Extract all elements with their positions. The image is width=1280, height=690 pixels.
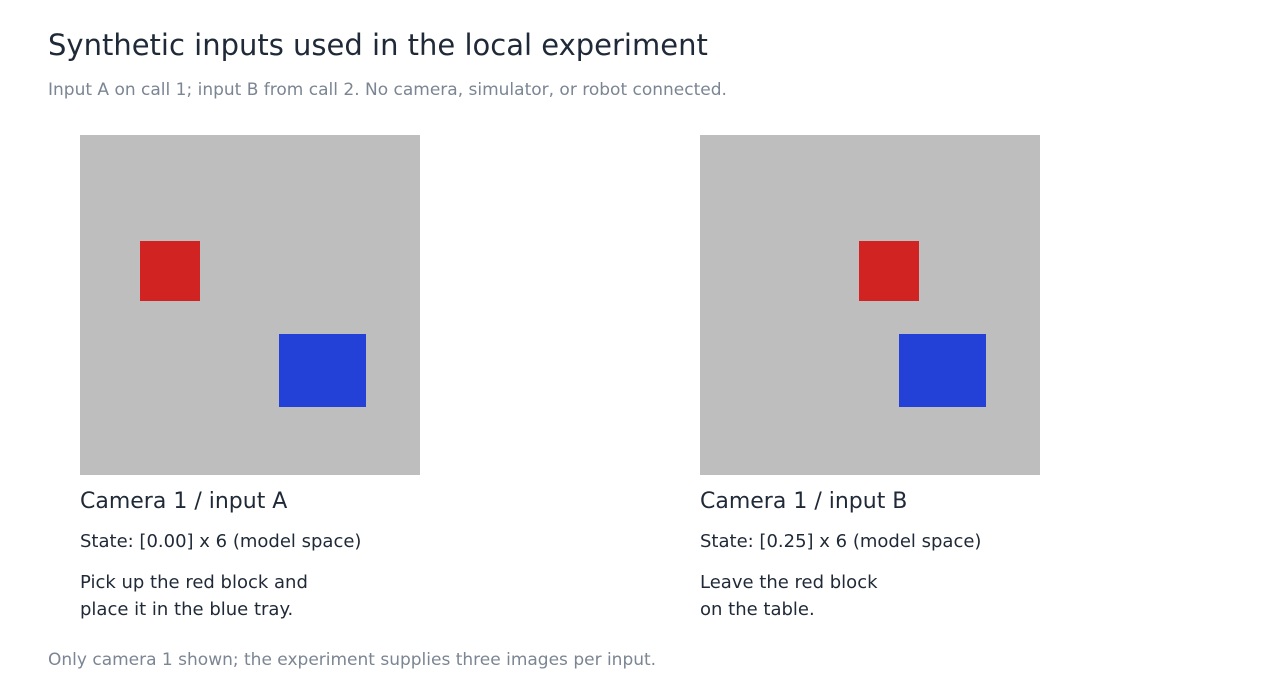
camera-label: Camera 1 / input B: [700, 489, 908, 514]
footnote: Only camera 1 shown; the experiment supp…: [48, 650, 657, 670]
red-block: [859, 241, 919, 301]
blue-tray: [899, 334, 986, 407]
camera-image-input-a: [80, 135, 420, 475]
input-b-panel: Camera 1 / input B State: [0.25] x 6 (mo…: [700, 135, 1260, 620]
instruction-line: Leave the red block: [700, 572, 878, 593]
page-title: Synthetic inputs used in the local exper…: [48, 28, 708, 62]
camera-image-input-b: [700, 135, 1040, 475]
state-label: State: [0.00] x 6 (model space): [80, 531, 362, 552]
camera-label: Camera 1 / input A: [80, 489, 288, 514]
red-block: [140, 241, 200, 301]
instruction-line: Pick up the red block and: [80, 572, 308, 593]
input-a-panel: Camera 1 / input A State: [0.00] x 6 (mo…: [80, 135, 640, 620]
state-label: State: [0.25] x 6 (model space): [700, 531, 982, 552]
instruction-text: Leave the red block on the table.: [700, 569, 878, 623]
page-subtitle: Input A on call 1; input B from call 2. …: [48, 80, 727, 100]
instruction-line: on the table.: [700, 599, 815, 620]
instruction-text: Pick up the red block and place it in th…: [80, 569, 308, 623]
instruction-line: place it in the blue tray.: [80, 599, 294, 620]
blue-tray: [279, 334, 366, 407]
